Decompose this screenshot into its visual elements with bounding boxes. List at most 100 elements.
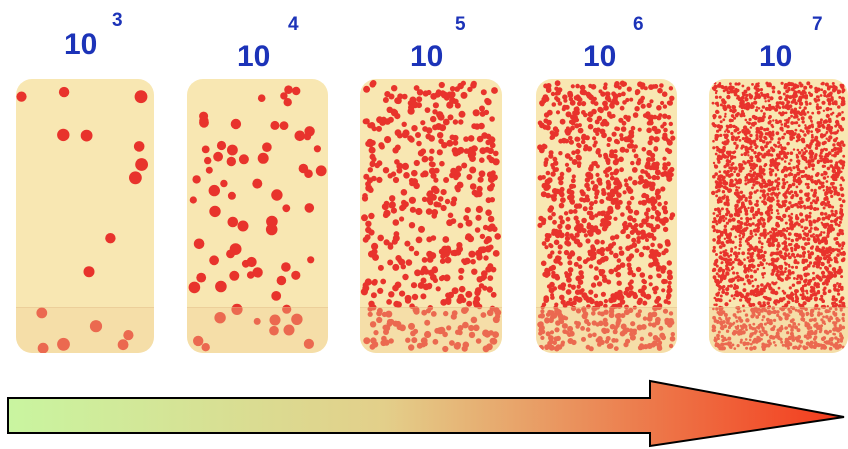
colony-dot bbox=[744, 179, 747, 182]
colony-dot bbox=[824, 82, 829, 87]
colony-dot bbox=[583, 233, 588, 238]
colony-dot bbox=[555, 97, 561, 103]
colony-dot bbox=[105, 233, 116, 244]
colony-dot bbox=[771, 159, 776, 164]
colony-dot bbox=[640, 169, 645, 174]
colony-dot bbox=[781, 157, 784, 161]
dilution-strip-3 bbox=[360, 79, 502, 353]
colony-dot bbox=[758, 165, 762, 169]
colony-dot bbox=[597, 311, 602, 316]
colony-dot bbox=[450, 250, 457, 256]
colony-dot bbox=[645, 207, 651, 213]
colony-dot bbox=[720, 207, 724, 211]
colony-dot bbox=[770, 261, 775, 267]
colony-dot bbox=[794, 299, 799, 304]
colony-dot bbox=[550, 171, 556, 177]
colony-dot bbox=[819, 151, 823, 155]
colony-dot bbox=[748, 199, 752, 204]
colony-dot bbox=[729, 232, 732, 235]
colony-dot bbox=[827, 190, 831, 194]
colony-dot bbox=[569, 250, 576, 257]
colony-dot bbox=[803, 106, 807, 110]
colony-dot bbox=[732, 321, 736, 325]
colony-dot bbox=[824, 203, 828, 207]
colony-dot bbox=[473, 324, 480, 332]
label-base-5: 10 bbox=[759, 40, 793, 73]
colony-dot bbox=[777, 154, 781, 158]
colony-dot bbox=[736, 88, 740, 93]
colony-dot bbox=[787, 232, 792, 236]
colony-dot bbox=[772, 230, 776, 233]
colony-dot bbox=[719, 133, 723, 137]
colony-dot bbox=[626, 143, 633, 149]
colony-dot bbox=[570, 235, 575, 240]
colony-dot bbox=[603, 105, 609, 111]
colony-dot bbox=[745, 131, 749, 135]
colony-dot bbox=[413, 250, 420, 256]
colony-dot bbox=[791, 299, 795, 303]
colony-dot bbox=[560, 197, 566, 203]
label-base-1: 10 bbox=[64, 28, 98, 61]
colony-dot bbox=[542, 144, 548, 150]
colony-dot bbox=[752, 322, 756, 326]
colony-dot bbox=[644, 194, 650, 199]
colony-dot bbox=[829, 224, 833, 228]
colony-dot bbox=[829, 251, 833, 255]
colony-dot bbox=[840, 275, 844, 279]
colony-dot bbox=[770, 192, 774, 196]
colony-dot bbox=[559, 319, 565, 325]
colony-dot bbox=[660, 186, 666, 192]
colony-dot bbox=[840, 247, 844, 250]
colony-dot bbox=[788, 265, 791, 268]
colony-dot bbox=[725, 173, 729, 177]
colony-dot bbox=[841, 241, 846, 246]
colony-dot bbox=[756, 336, 761, 341]
colony-dot bbox=[832, 143, 836, 147]
colony-dot bbox=[563, 211, 569, 216]
colony-dot bbox=[631, 167, 638, 173]
colony-dot bbox=[726, 94, 731, 100]
colony-dot bbox=[437, 132, 444, 139]
colony-dot bbox=[778, 265, 782, 269]
colony-dot bbox=[808, 124, 812, 129]
colony-dot bbox=[785, 120, 790, 124]
colony-dot bbox=[818, 154, 822, 158]
colony-dot bbox=[722, 285, 726, 289]
colony-dot bbox=[377, 287, 384, 294]
colony-dot bbox=[832, 153, 837, 158]
colony-dot bbox=[606, 343, 612, 349]
colony-dot bbox=[715, 229, 719, 233]
colony-dot bbox=[729, 169, 733, 172]
colony-dot bbox=[386, 106, 393, 113]
colony-dot bbox=[636, 239, 641, 244]
colony-dot bbox=[475, 205, 483, 213]
colony-dot bbox=[608, 208, 614, 214]
colony-dot bbox=[16, 91, 27, 102]
colony-dot bbox=[786, 340, 791, 345]
colony-dot bbox=[795, 216, 800, 221]
colony-dot bbox=[810, 188, 814, 192]
colony-dot bbox=[551, 211, 556, 217]
colony-dot bbox=[542, 271, 548, 278]
colony-dot bbox=[716, 207, 721, 211]
colony-dots-5 bbox=[711, 81, 846, 351]
colony-dot bbox=[657, 87, 663, 94]
colony-dot bbox=[797, 89, 801, 94]
colony-dot bbox=[798, 95, 803, 100]
colony-dot bbox=[783, 270, 787, 274]
colony-dot bbox=[825, 195, 829, 199]
colony-dot bbox=[816, 327, 820, 331]
colony-dot bbox=[836, 248, 841, 253]
colony-dot bbox=[840, 296, 845, 301]
colony-dot bbox=[757, 324, 761, 328]
colony-dot bbox=[766, 282, 770, 286]
colony-dot bbox=[802, 318, 806, 322]
colony-dot bbox=[553, 160, 559, 166]
colony-dot bbox=[537, 175, 543, 181]
colony-dot bbox=[826, 276, 829, 280]
colony-dot bbox=[379, 143, 385, 150]
colony-dot bbox=[837, 223, 841, 227]
colony-dot bbox=[807, 323, 811, 327]
colony-dot bbox=[836, 340, 840, 344]
colony-dot bbox=[802, 236, 806, 241]
